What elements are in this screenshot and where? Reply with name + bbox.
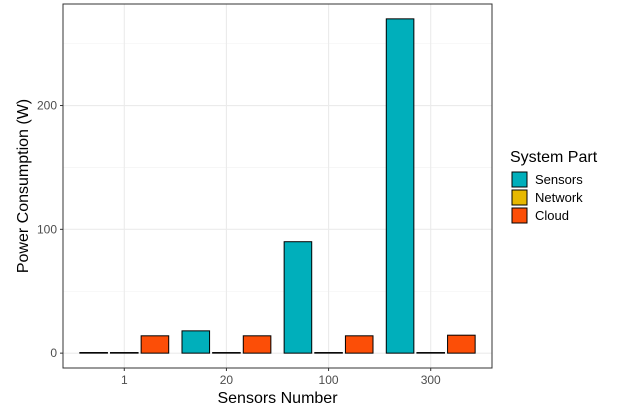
bar-cloud-20	[242, 335, 272, 354]
bar-cloud-300	[447, 334, 476, 354]
x-axis: 1 20 100 300	[121, 368, 441, 387]
bar-network-1	[109, 352, 139, 354]
panel-background	[63, 4, 492, 368]
bar-sensors-20	[181, 330, 211, 354]
x-tick-label: 20	[220, 373, 234, 387]
y-tick-label: 200	[37, 99, 57, 113]
x-tick-label: 300	[421, 373, 441, 387]
plot-panel	[62, 3, 493, 369]
bar-network-100	[314, 352, 343, 354]
legend-key-sensors	[511, 171, 528, 188]
grid-minor	[63, 43, 492, 292]
y-tick-label: 0	[50, 346, 57, 360]
bars	[79, 18, 476, 354]
legend-label-cloud: Cloud	[535, 208, 569, 223]
bar-sensors-100	[283, 241, 313, 354]
legend-label-network: Network	[535, 190, 583, 205]
bar-sensors-1	[79, 352, 108, 354]
bar-sensors-300	[385, 18, 415, 354]
legend-title: System Part	[510, 149, 598, 166]
y-axis-title: Power Consumption (W)	[15, 99, 32, 273]
panel-border	[62, 3, 493, 369]
x-tick-label: 100	[319, 373, 339, 387]
legend-key-network	[511, 189, 528, 206]
y-axis: 0 100 200	[37, 99, 63, 360]
x-axis-title: Sensors Number	[217, 390, 338, 407]
legend-items: Sensors Network Cloud	[511, 171, 583, 224]
x-tick-label: 1	[121, 373, 128, 387]
bar-network-300	[416, 352, 446, 354]
y-tick-label: 100	[37, 222, 57, 236]
legend: System Part Sensors Network Cloud	[510, 149, 598, 224]
bar-cloud-100	[344, 335, 374, 354]
bar-network-20	[212, 352, 241, 354]
legend-label-sensors: Sensors	[535, 172, 583, 187]
bar-cloud-1	[140, 335, 170, 354]
legend-key-cloud	[511, 207, 528, 224]
